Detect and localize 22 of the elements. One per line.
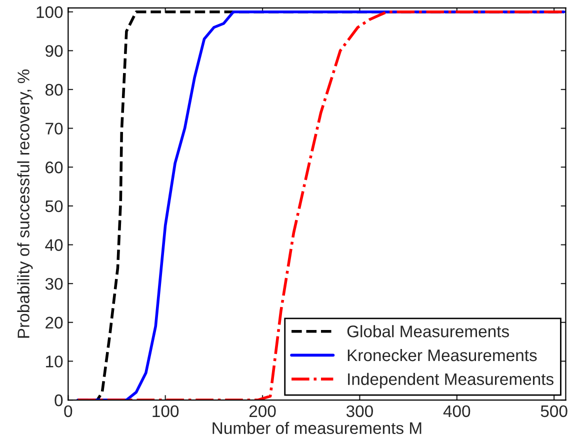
y-tick-label: 40	[45, 239, 63, 251]
x-tick-label: 400	[443, 405, 470, 418]
legend-label: Kronecker Measurements	[348, 348, 537, 362]
y-tick-label: 50	[45, 200, 63, 212]
x-tick-label: 300	[346, 405, 373, 418]
y-axis-title: Probability of successful recovery, %	[17, 70, 33, 338]
y-tick-label: 30	[45, 278, 63, 290]
y-tick-label: 100	[36, 6, 63, 18]
x-tick-label: 100	[152, 405, 179, 418]
legend-label: Independent Measurements	[348, 372, 554, 388]
y-tick-label: 80	[45, 84, 63, 96]
legend-label: Global Measurements	[347, 325, 509, 338]
y-tick-label: 20	[46, 316, 63, 329]
y-tick-label: 90	[46, 45, 63, 57]
x-tick-label: 0	[64, 405, 72, 418]
x-tick-label: 200	[249, 405, 276, 418]
y-tick-label: 10	[46, 356, 63, 368]
y-tick-label: 70	[46, 122, 63, 135]
y-tick-label: 0	[54, 394, 63, 406]
x-axis-title: Number of measurements M	[212, 422, 422, 434]
x-tick-label: 500	[540, 405, 568, 418]
y-tick-label: 60	[46, 162, 63, 174]
